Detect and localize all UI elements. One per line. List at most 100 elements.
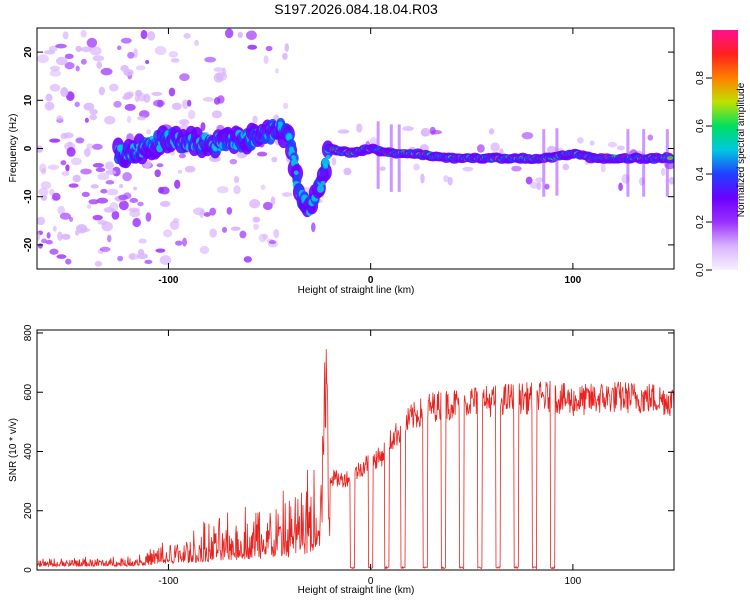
- heatmap-ridge-cell: [317, 184, 325, 193]
- heatmap-noise-cell: [37, 145, 44, 153]
- colorbar-tick-label: 0.6: [695, 119, 706, 133]
- heatmap-ridge-cell: [286, 134, 292, 140]
- heatmap-noise-cell: [128, 207, 141, 212]
- heatmap-noise-cell: [521, 131, 534, 140]
- heatmap-noise-cell: [140, 29, 148, 40]
- colorbar-tick-label: 0.4: [695, 167, 706, 181]
- heatmap-noise-cell: [252, 216, 261, 223]
- heatmap-noise-cell: [98, 86, 106, 96]
- heatmap-ridge-cell: [291, 155, 297, 160]
- heatmap-noise-cell: [229, 158, 238, 165]
- heatmap-noise-cell: [60, 160, 67, 166]
- heatmap-noise-cell: [126, 115, 132, 123]
- heatmap-noise-cell: [413, 163, 420, 171]
- colorbar-label: Normalized spectral amplitude: [736, 82, 747, 217]
- heatmap-noise-cell: [89, 46, 102, 56]
- heatmap-noise-cell: [182, 237, 187, 247]
- heatmap-noise-cell: [490, 142, 500, 152]
- heatmap-noise-cell: [95, 167, 106, 173]
- heatmap-noise-cell: [65, 258, 72, 265]
- heatmap-noise-cell: [600, 163, 606, 173]
- heatmap-noise-cell: [37, 231, 41, 242]
- heatmap-noise-cell: [46, 232, 51, 239]
- heatmap-noise-cell: [64, 62, 75, 70]
- heatmap-ridge-cell: [320, 180, 326, 186]
- spectrogram-y-tick-label: -10: [23, 189, 34, 204]
- snr-panel: -100 0 100 0 200 400 600 800 Height of straight…: [8, 324, 675, 596]
- heatmap-noise-cell: [184, 165, 196, 173]
- snr-x-tick-label: 0: [368, 576, 374, 587]
- heatmap-noise-cell: [144, 259, 153, 265]
- heatmap-noise-cell: [488, 128, 495, 135]
- heatmap-noise-cell: [47, 164, 60, 170]
- heatmap-noise-cell: [71, 157, 82, 166]
- heatmap-noise-cell: [143, 93, 151, 103]
- heatmap-noise-cell: [660, 167, 666, 176]
- heatmap-noise-cell: [136, 253, 148, 260]
- heatmap-ridge-cell: [667, 157, 673, 160]
- heatmap-noise-cell: [83, 102, 95, 111]
- heatmap-noise-cell: [116, 45, 122, 51]
- heatmap-noise-cell: [177, 169, 183, 174]
- heatmap-noise-cell: [178, 119, 190, 126]
- heatmap-noise-cell: [224, 28, 234, 39]
- heatmap-noise-cell: [97, 220, 108, 225]
- heatmap-noise-cell: [51, 192, 61, 201]
- heatmap-noise-cell: [194, 39, 200, 47]
- heatmap-noise-cell: [49, 138, 61, 143]
- colorbar-tick-label: 0.8: [695, 71, 706, 85]
- heatmap-noise-cell: [45, 93, 53, 102]
- heatmap-noise-cell: [155, 248, 166, 253]
- spectrogram-y-tick-label: 20: [23, 46, 34, 58]
- heatmap-noise-cell: [284, 43, 290, 52]
- heatmap-noise-cell: [75, 137, 85, 144]
- heatmap-noise-cell: [211, 110, 223, 119]
- snr-y-tick-label: 600: [23, 383, 34, 400]
- heatmap-noise-cell: [256, 151, 268, 157]
- heatmap-noise-cell: [113, 100, 122, 108]
- heatmap-noise-cell: [145, 59, 150, 65]
- heatmap-noise-cell: [118, 200, 129, 211]
- heatmap-noise-cell: [55, 56, 68, 66]
- spectrogram-ylabel: Frequency (Hz): [8, 114, 19, 183]
- heatmap-noise-cell: [100, 67, 113, 76]
- heatmap-noise-cell: [105, 180, 115, 185]
- heatmap-noise-cell: [183, 32, 191, 39]
- heatmap-noise-cell: [226, 206, 233, 215]
- heatmap-noise-cell: [647, 134, 654, 141]
- heatmap-noise-cell: [274, 68, 279, 74]
- heatmap-noise-cell: [171, 102, 182, 111]
- heatmap-noise-cell: [546, 145, 557, 154]
- heatmap-ridge-cell: [293, 170, 299, 176]
- heatmap-noise-cell: [199, 245, 210, 255]
- heatmap-noise-cell: [217, 186, 229, 194]
- heatmap-noise-cell: [159, 200, 171, 207]
- colorbar-tick-label: 0.2: [695, 215, 706, 229]
- heatmap-noise-cell: [577, 137, 584, 144]
- heatmap-noise-cell: [260, 184, 266, 191]
- heatmap-noise-cell: [60, 86, 69, 97]
- heatmap-noise-cell: [138, 238, 147, 244]
- heatmap-noise-cell: [430, 130, 443, 135]
- heatmap-noise-cell: [56, 115, 63, 121]
- colorbar-ticks: 0.0 0.2 0.4 0.6 0.8: [695, 71, 712, 277]
- heatmap-noise-cell: [536, 181, 542, 191]
- heatmap-noise-cell: [249, 199, 261, 209]
- heatmap-noise-cell: [356, 123, 363, 133]
- spectrogram-xlabel: Height of straight line (km): [298, 285, 415, 296]
- heatmap-noise-cell: [178, 153, 186, 159]
- heatmap-noise-cell: [72, 174, 81, 183]
- heatmap-noise-cell: [80, 168, 92, 175]
- heatmap-noise-cell: [273, 228, 280, 239]
- heatmap-noise-cell: [263, 55, 269, 65]
- heatmap-noise-cell: [181, 99, 189, 110]
- heatmap-noise-cell: [124, 103, 136, 111]
- heatmap-noise-cell: [129, 197, 139, 204]
- heatmap-noise-cell: [49, 248, 59, 255]
- heatmap-noise-cell: [156, 163, 164, 168]
- heatmap-noise-cell: [209, 207, 217, 216]
- heatmap-noise-cell: [203, 212, 211, 217]
- heatmap-noise-cell: [44, 101, 55, 111]
- colorbar-tick-label: 0.0: [695, 263, 706, 277]
